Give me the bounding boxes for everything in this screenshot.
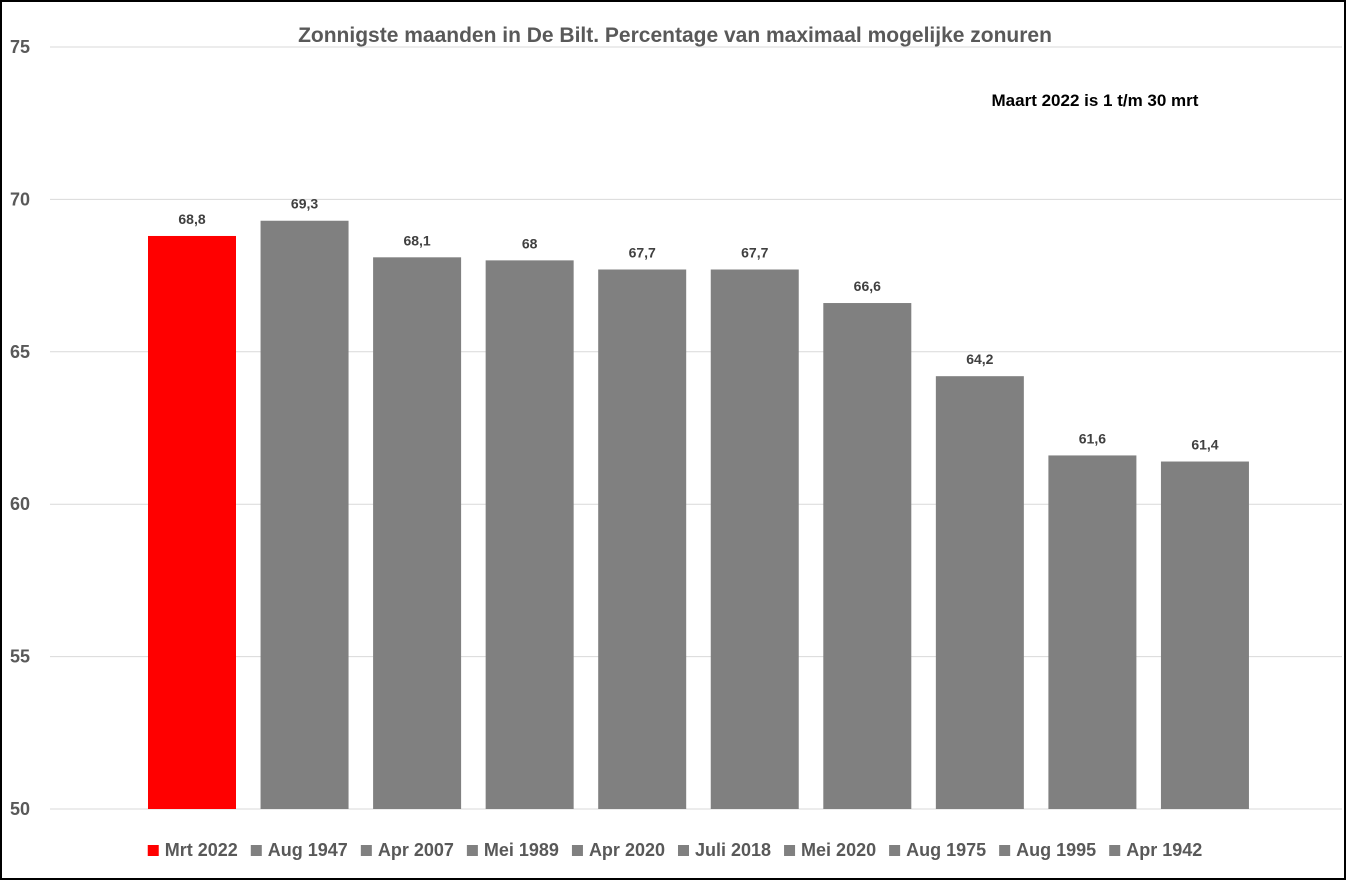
legend-swatch [784,845,796,856]
legend-label: Aug 1975 [906,840,986,860]
legend-label: Apr 1942 [1126,840,1202,860]
bar [710,269,799,809]
legend-item: Aug 1975 [889,840,986,860]
bar [1160,461,1249,809]
y-tick-label: 70 [10,189,30,209]
legend-label: Mei 2020 [801,840,876,860]
bar [260,220,349,810]
legend-item: Apr 2007 [360,840,454,860]
legend-item: Aug 1947 [250,840,348,860]
y-tick-label: 55 [10,647,30,667]
bar [148,235,236,809]
legend-swatch [147,845,159,856]
y-tick-label: 75 [10,37,30,57]
data-labels: 68,8 69,3 68,1 68 67,7 67,7 66,6 64,2 61,6 61,4 [178,196,1218,453]
legend-swatch [466,845,478,856]
legend-swatch [677,845,689,856]
chart-title: Zonnigste maanden in De Bilt. Percentage… [298,24,1052,47]
data-label: 64,2 [966,351,993,367]
legend-item: Juli 2018 [677,840,771,860]
legend-item: Mei 1989 [466,840,559,860]
y-tick-label: 60 [10,494,30,514]
bar [598,269,687,809]
y-axis-ticks: 50 55 60 65 70 75 [10,37,30,819]
legend-swatch [250,845,262,856]
legend-label: Mei 1989 [484,840,559,860]
legend-item: Apr 2020 [571,840,665,860]
data-label: 69,3 [291,196,318,212]
bar [485,260,574,809]
bar [935,376,1024,809]
data-label: 68,8 [178,211,205,227]
data-label: 68 [522,235,538,251]
legend: Mrt 2022 Aug 1947 Apr 2007 Mei 1989 Apr 2020… [147,840,1202,860]
y-tick-label: 50 [10,799,30,819]
legend-item: Mei 2020 [784,840,876,860]
data-label: 67,7 [629,245,656,261]
legend-swatch [360,845,372,856]
legend-label: Apr 2020 [589,840,665,860]
data-label: 61,4 [1191,437,1218,453]
legend-label: Aug 1995 [1016,840,1096,860]
y-tick-label: 65 [10,342,30,362]
data-label: 68,1 [403,232,430,248]
legend-label: Aug 1947 [268,840,348,860]
legend-label: Mrt 2022 [165,840,238,860]
legend-swatch [999,845,1011,856]
bar [1048,455,1137,809]
legend-item: Aug 1995 [999,840,1096,860]
bars [148,220,1249,810]
bar [823,303,912,809]
data-label: 61,6 [1079,430,1106,446]
data-label: 67,7 [741,245,768,261]
bar [373,257,462,809]
chart-annotation: Maart 2022 is 1 t/m 30 mrt [992,91,1199,110]
legend-item: Apr 1942 [1109,840,1202,860]
gridlines [50,46,1342,810]
legend-label: Apr 2007 [378,840,454,860]
data-label: 66,6 [854,278,881,294]
legend-swatch [889,845,901,856]
legend-swatch [1109,845,1121,856]
legend-item: Mrt 2022 [147,840,238,860]
legend-label: Juli 2018 [695,840,771,860]
legend-swatch [571,845,583,856]
